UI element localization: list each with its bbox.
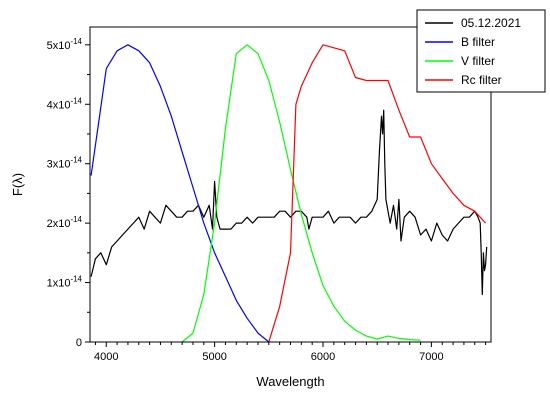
y-tick-label: 1x10-14	[47, 275, 83, 290]
legend-label-1: B filter	[461, 35, 495, 49]
legend: 05.12.2021 B filter V filter Rc filter	[416, 9, 546, 93]
y-tick-label: 2x10-14	[47, 215, 83, 230]
x-tick-label: 4000	[94, 351, 118, 363]
y-axis-title: F(λ)	[10, 173, 25, 196]
legend-label-0: 05.12.2021	[461, 16, 521, 30]
series-layer	[90, 44, 488, 342]
series-line-3	[268, 44, 487, 342]
series-line-0	[90, 109, 488, 296]
y-tick-label: 5x10-14	[47, 37, 83, 52]
series-line-2	[181, 44, 421, 342]
x-tick-label: 7000	[419, 351, 443, 363]
y-tick-label: 0	[76, 337, 82, 349]
series-line-1	[90, 44, 270, 342]
y-axis: 0 1x10-14 2x10-14 3x10-14 4x10-14 5x10-14	[47, 37, 90, 349]
legend-label-2: V filter	[461, 54, 495, 68]
y-tick-label: 4x10-14	[47, 96, 83, 111]
x-axis: 4000 5000 6000 7000	[94, 342, 487, 363]
y-tick-label: 3x10-14	[47, 156, 83, 171]
x-tick-label: 5000	[202, 351, 226, 363]
x-axis-title: Wavelength	[256, 374, 324, 389]
legend-label-3: Rc filter	[461, 73, 502, 87]
x-tick-label: 6000	[311, 351, 335, 363]
